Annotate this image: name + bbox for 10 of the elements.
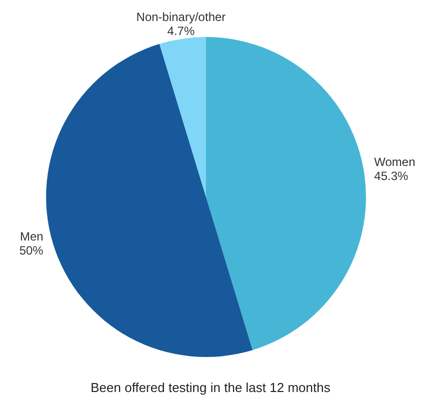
data-label: 4.7% [167,24,195,38]
text: Been offered testing in the last 12 months [90,380,332,395]
pie-slice [46,44,253,357]
pie-slice [206,37,366,350]
data-label: 45.3% [374,168,409,183]
slice-label: Men [20,229,44,244]
data-label: 50% [19,243,44,258]
slice-label: Women [374,154,416,169]
slice-label: Non-binary/other [136,10,226,24]
pie-slice [159,37,206,197]
